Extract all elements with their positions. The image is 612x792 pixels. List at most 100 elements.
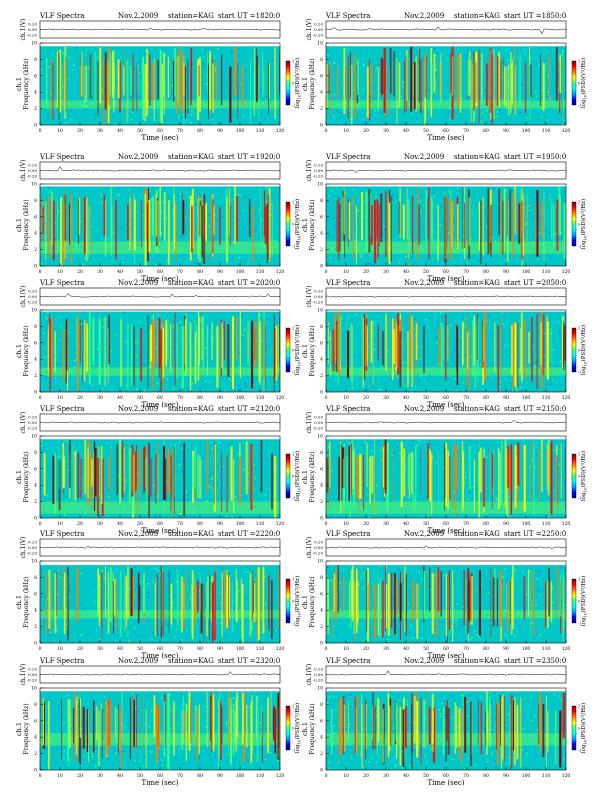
y-tick-label: 6 — [320, 466, 323, 472]
colorbar-label: log10(PSD)(V2/Hz) — [294, 199, 302, 249]
freq-axis-channel-label: ch.1 — [15, 722, 23, 736]
colorbar — [285, 60, 291, 106]
y-tick-label: 0 — [34, 641, 37, 647]
colorbar-tick-label: 1 — [578, 705, 580, 709]
waveform-tick-label: 0.20 — [314, 540, 323, 545]
spectrogram-image — [326, 436, 566, 518]
spectrogram-panel-2120-0: VLF Spectra Nov.2,2009 station=KAG start UT… — [15, 405, 302, 535]
x-tick-label: 90 — [503, 269, 509, 275]
y-tick-label: 6 — [34, 73, 37, 79]
x-tick-label: 80 — [197, 128, 203, 134]
x-tick-label: 10 — [57, 269, 63, 275]
panel-date-label: Nov.2,2009 — [404, 279, 444, 287]
x-tick-label: 60 — [443, 128, 449, 134]
x-tick-label: 90 — [217, 521, 223, 527]
colorbar-tick-label: 1 — [292, 201, 294, 205]
waveform-tick-label: 0.00 — [28, 420, 37, 425]
spectrogram-panel-1950-0: VLF Spectra Nov.2,2009 station=KAG start UT… — [301, 153, 588, 283]
colorbar-tick-label: 1 — [292, 453, 294, 457]
x-tick-label: 10 — [343, 646, 349, 652]
colorbar-tick-label: 0 — [292, 475, 294, 479]
x-tick-label: 80 — [197, 521, 203, 527]
panel-start-ut-label: start UT =2320:0 — [218, 657, 280, 665]
y-tick-label: 6 — [320, 73, 323, 79]
x-tick-label: 110 — [256, 269, 265, 275]
y-tick-label: 2 — [320, 247, 323, 253]
x-tick-label: 30 — [97, 773, 103, 779]
panel-instrument-label: VLF Spectra — [39, 12, 84, 20]
colorbar — [285, 578, 291, 624]
spectrogram-image — [326, 688, 566, 770]
colorbar-tick-label: -1 — [578, 749, 581, 753]
x-tick-label: 50 — [423, 395, 429, 401]
waveform-trace — [325, 545, 567, 550]
freq-axis-channel-label: ch.1 — [15, 77, 23, 91]
x-tick-label: 10 — [343, 773, 349, 779]
x-tick-label: 50 — [423, 128, 429, 134]
x-tick-label: 100 — [522, 395, 531, 401]
colorbar-tick-label: 1 — [292, 578, 294, 582]
x-tick-label: 110 — [542, 128, 551, 134]
waveform-tick-label: 0.00 — [28, 27, 37, 32]
x-tick-label: 100 — [236, 773, 245, 779]
y-tick-label: 0 — [320, 516, 323, 522]
x-tick-label: 60 — [443, 773, 449, 779]
y-tick-label: 6 — [320, 340, 323, 346]
panel-date-label: Nov.2,2009 — [404, 12, 444, 20]
waveform-tick-label: 0.20 — [314, 22, 323, 27]
waveform-tick-label: 0.20 — [314, 667, 323, 672]
y-tick-label: 2 — [34, 499, 37, 505]
waveform-trace — [39, 292, 281, 298]
x-tick-label: 120 — [276, 773, 285, 779]
x-tick-label: 30 — [383, 395, 389, 401]
panel-start-ut-label: start UT =2150:0 — [504, 405, 566, 413]
y-tick-label: 6 — [320, 214, 323, 220]
x-tick-label: 10 — [343, 395, 349, 401]
x-tick-label: 30 — [383, 773, 389, 779]
colorbar-label: log10(PSD)(V2/Hz) — [580, 703, 588, 753]
x-tick-label: 100 — [522, 128, 531, 134]
y-tick-label: 6 — [34, 466, 37, 472]
waveform-tick-label: 0.00 — [314, 168, 323, 173]
x-tick-label: 100 — [236, 395, 245, 401]
waveform-tick-label: -0.20 — [313, 678, 324, 683]
y-tick-label: 6 — [34, 340, 37, 346]
y-tick-label: 8 — [34, 575, 37, 581]
x-tick-label: 30 — [383, 646, 389, 652]
panel-start-ut-label: start UT =1820:0 — [218, 12, 280, 20]
panel-date-label: Nov.2,2009 — [404, 153, 444, 161]
waveform-trace — [325, 169, 567, 173]
x-tick-label: 60 — [443, 395, 449, 401]
x-tick-label: 10 — [343, 128, 349, 134]
x-tick-label: 20 — [77, 395, 83, 401]
waveform-axis-label: ch.1(V) — [306, 160, 313, 182]
x-tick-label: 50 — [423, 773, 429, 779]
x-tick-label: 100 — [236, 128, 245, 134]
x-tick-label: 120 — [276, 128, 285, 134]
colorbar — [571, 578, 577, 624]
colorbar-tick-label: -1 — [578, 104, 581, 108]
colorbar-label: log10(PSD)(V2/Hz) — [294, 451, 302, 501]
waveform-tick-label: -0.20 — [313, 551, 324, 556]
time-axis-label: Time (sec) — [141, 401, 178, 409]
colorbar-tick-label: -1 — [578, 622, 581, 626]
freq-axis-channel-label: ch.1 — [301, 722, 309, 736]
y-tick-label: 8 — [320, 450, 323, 456]
y-tick-label: 6 — [320, 591, 323, 597]
x-tick-label: 0 — [39, 521, 42, 527]
x-tick-label: 0 — [325, 269, 328, 275]
x-tick-label: 120 — [276, 521, 285, 527]
panel-station-label: station=KAG — [168, 12, 214, 20]
x-tick-label: 30 — [383, 521, 389, 527]
spectrogram-image — [40, 310, 280, 392]
x-tick-label: 70 — [463, 773, 469, 779]
y-tick-label: 10 — [317, 434, 323, 440]
y-tick-label: 0 — [320, 641, 323, 647]
y-tick-label: 10 — [31, 434, 37, 440]
x-tick-label: 20 — [77, 128, 83, 134]
colorbar — [571, 201, 577, 247]
waveform-tick-label: 0.00 — [314, 545, 323, 550]
y-tick-label: 10 — [317, 559, 323, 565]
y-tick-label: 4 — [320, 231, 323, 237]
freq-axis-channel-label: ch.1 — [301, 344, 309, 358]
